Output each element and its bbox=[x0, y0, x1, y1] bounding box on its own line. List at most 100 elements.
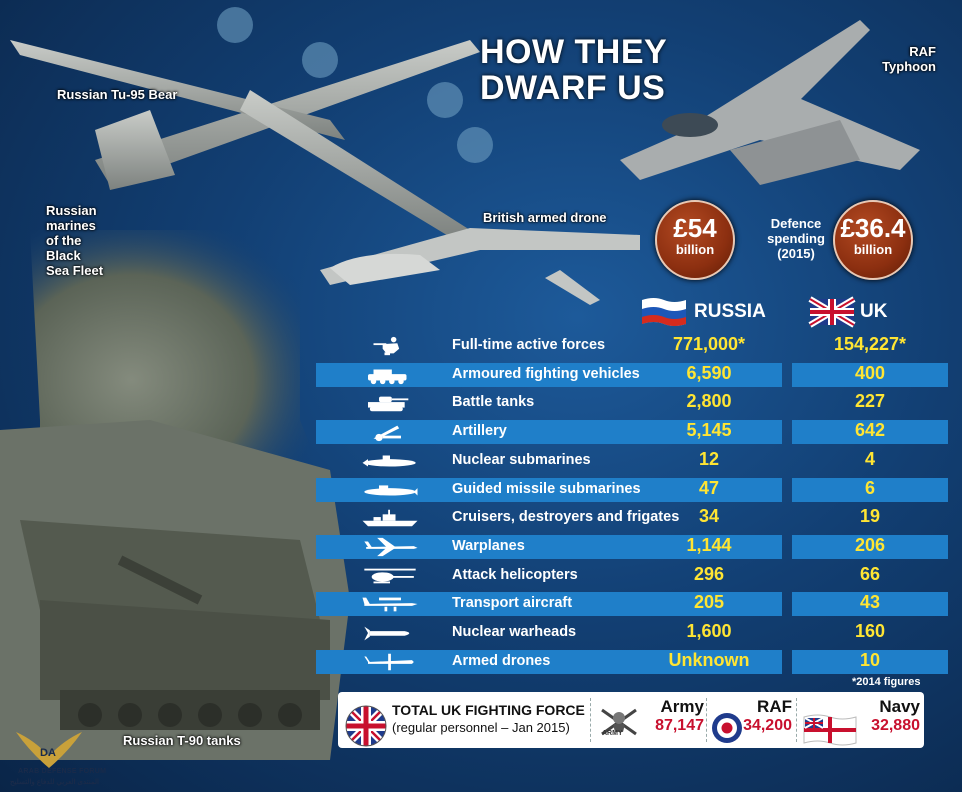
row-label: Armoured fighting vehicles bbox=[452, 366, 640, 382]
footnote: *2014 figures bbox=[852, 676, 921, 688]
russia-value: 47 bbox=[698, 478, 720, 498]
table-row: Full-time active forces 771,000* 154,227* bbox=[316, 333, 948, 359]
raf-value: 34,200 bbox=[743, 717, 792, 734]
uk-value: 227 bbox=[854, 391, 886, 411]
footer-divider bbox=[706, 698, 707, 742]
russia-value: Unknown bbox=[668, 650, 750, 670]
spending-label-line-1: Defence bbox=[770, 216, 822, 231]
row-band bbox=[792, 535, 948, 559]
table-row: Transport aircraft 205 43 bbox=[316, 591, 948, 617]
table-row: Attack helicopters 296 66 bbox=[316, 563, 948, 589]
caption-marines-line-4: Black bbox=[46, 248, 81, 263]
warplane-icon bbox=[364, 537, 418, 557]
navy-block: Navy 32,880 bbox=[858, 697, 920, 753]
uk-flag-icon bbox=[808, 296, 856, 328]
table-row: Warplanes 1,144 206 bbox=[316, 534, 948, 560]
nuclear-submarine-icon bbox=[362, 455, 416, 467]
russia-column-header: RUSSIA bbox=[694, 301, 766, 322]
raf-label: RAF bbox=[757, 697, 792, 716]
caption-typhoon-line-2: Typhoon bbox=[882, 59, 936, 74]
table-row: Guided missile submarines 47 6 bbox=[316, 477, 948, 503]
footer-divider bbox=[796, 698, 797, 742]
uk-value: 10 bbox=[859, 650, 881, 670]
army-value: 87,147 bbox=[655, 717, 704, 734]
russia-value: 1,144 bbox=[686, 535, 732, 555]
russia-value: 5,145 bbox=[686, 420, 732, 440]
row-band bbox=[792, 650, 948, 674]
uk-column-header: UK bbox=[860, 301, 888, 322]
caption-marines-line-1: Russian bbox=[46, 203, 97, 218]
caption-marines-line-5: Sea Fleet bbox=[46, 263, 104, 278]
table-row: Nuclear submarines 12 4 bbox=[316, 448, 948, 474]
caption-tanks: Russian T-90 tanks bbox=[123, 733, 241, 748]
army-crest-icon bbox=[601, 708, 637, 736]
footer-divider bbox=[590, 698, 591, 742]
spending-label-line-3: (2015) bbox=[777, 246, 815, 261]
uk-value: 206 bbox=[854, 535, 886, 555]
navy-label: Navy bbox=[879, 697, 920, 716]
warship-icon bbox=[362, 509, 418, 527]
russia-value: 12 bbox=[698, 449, 720, 469]
russia-value: 205 bbox=[693, 592, 725, 612]
table-row: Armoured fighting vehicles 6,590 400 bbox=[316, 362, 948, 388]
army-label: Army bbox=[660, 697, 704, 716]
row-label: Full-time active forces bbox=[452, 337, 606, 353]
navy-value: 32,880 bbox=[871, 717, 920, 734]
russia-flag-icon bbox=[642, 298, 686, 326]
row-label: Armed drones bbox=[452, 653, 551, 669]
soldier-icon bbox=[373, 336, 400, 356]
headline-line-1: HOW THEY bbox=[480, 33, 668, 71]
footer-title-block: TOTAL UK FIGHTING FORCE (regular personn… bbox=[392, 702, 585, 758]
watermark-line-2: المنتدى العربي للدفاع والتسليح bbox=[10, 779, 99, 786]
warhead-icon bbox=[364, 626, 410, 641]
uk-value: 6 bbox=[864, 478, 875, 498]
row-label: Warplanes bbox=[452, 538, 525, 554]
row-label: Nuclear submarines bbox=[452, 452, 591, 468]
russia-value: 771,000* bbox=[672, 334, 746, 354]
raf-roundel-icon bbox=[712, 713, 742, 743]
uk-spending-badge: £36.4 billion bbox=[833, 200, 913, 280]
uk-value: 4 bbox=[864, 449, 875, 469]
row-band bbox=[792, 478, 948, 502]
tank-icon bbox=[368, 396, 409, 412]
uk-value: 154,227* bbox=[833, 334, 907, 354]
uk-value: 160 bbox=[854, 621, 886, 641]
table-row: Artillery 5,145 642 bbox=[316, 419, 948, 445]
footer-subtitle: (regular personnel – Jan 2015) bbox=[392, 720, 570, 735]
caption-typhoon-line-1: RAF bbox=[909, 44, 936, 59]
caption-drone: British armed drone bbox=[483, 210, 607, 225]
typhoon-aircraft bbox=[620, 20, 920, 185]
watermark-line-1: ARAB DEFENSE FORUM bbox=[18, 768, 107, 775]
caption-tu95: Russian Tu-95 Bear bbox=[57, 87, 178, 102]
row-label: Battle tanks bbox=[452, 394, 535, 410]
navy-ensign-icon bbox=[803, 714, 857, 746]
missile-submarine-icon bbox=[364, 485, 418, 496]
table-row: Armed drones Unknown 10 bbox=[316, 649, 948, 675]
caption-marines: Russian marines of the Black Sea Fleet bbox=[46, 203, 103, 278]
russia-spending-amount: £54 bbox=[673, 213, 717, 243]
transport-aircraft-icon bbox=[362, 597, 418, 612]
army-crest-label: ARMY bbox=[602, 730, 623, 737]
footer-title: TOTAL UK FIGHTING FORCE bbox=[392, 702, 585, 718]
spending-label: Defence spending (2015) bbox=[756, 216, 836, 261]
russia-value: 1,600 bbox=[686, 621, 732, 641]
uk-spending-unit: billion bbox=[853, 242, 893, 257]
russia-value: 6,590 bbox=[686, 363, 732, 383]
army-block: Army 87,147 bbox=[644, 697, 704, 753]
armoured-vehicle-icon bbox=[368, 369, 407, 385]
uk-value: 66 bbox=[859, 564, 881, 584]
row-band bbox=[792, 420, 948, 444]
marines-photo bbox=[30, 230, 320, 480]
uk-fighting-force-panel: TOTAL UK FIGHTING FORCE (regular personn… bbox=[338, 692, 924, 748]
forum-logo-icon: DA bbox=[16, 732, 82, 768]
uk-value: 19 bbox=[859, 506, 881, 526]
row-band bbox=[792, 363, 948, 387]
headline-line-2: DWARF US bbox=[480, 69, 666, 107]
table-row: Nuclear warheads 1,600 160 bbox=[316, 620, 948, 646]
artillery-icon bbox=[373, 425, 401, 442]
helicopter-icon bbox=[364, 568, 416, 584]
caption-marines-line-2: marines bbox=[46, 218, 96, 233]
uk-value: 400 bbox=[854, 363, 886, 383]
row-label: Attack helicopters bbox=[452, 567, 578, 583]
